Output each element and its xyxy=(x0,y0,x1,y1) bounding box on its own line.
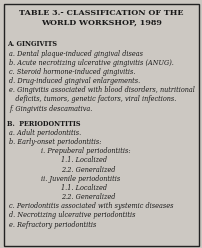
Text: A. GINGIVITS: A. GINGIVITS xyxy=(7,40,57,48)
Text: e. Gingivitis associated with blood disorders, nutritional: e. Gingivitis associated with blood diso… xyxy=(9,86,194,94)
Text: b. Acute necrotizing ulcerative gingivitis (ANUG).: b. Acute necrotizing ulcerative gingivit… xyxy=(9,59,173,67)
Text: a. Adult periodontitis.: a. Adult periodontitis. xyxy=(9,129,81,137)
Text: deficits, tumors, genetic factors, viral infections.: deficits, tumors, genetic factors, viral… xyxy=(9,95,176,103)
Text: a. Dental plaque-induced gingival diseas: a. Dental plaque-induced gingival diseas xyxy=(9,50,142,58)
Text: c. Periodontitis associated with systemic diseases: c. Periodontitis associated with systemi… xyxy=(9,202,173,210)
Text: ii. Juvenile periodontitis: ii. Juvenile periodontitis xyxy=(40,175,119,183)
FancyBboxPatch shape xyxy=(4,4,198,246)
Text: 1.1. Localized: 1.1. Localized xyxy=(61,184,106,192)
Text: TABLE 3.- CLASSIFICATION OF THE
WORLD WORKSHOP, 1989: TABLE 3.- CLASSIFICATION OF THE WORLD WO… xyxy=(19,9,183,27)
Text: f. Gingivitis descamativa.: f. Gingivitis descamativa. xyxy=(9,105,92,113)
Text: 1.1. Localized: 1.1. Localized xyxy=(61,156,106,164)
Text: c. Steroid hormone-induced gingivitis.: c. Steroid hormone-induced gingivitis. xyxy=(9,68,135,76)
Text: b. Early-onset periodontitis:: b. Early-onset periodontitis: xyxy=(9,138,101,146)
Text: 2.2. Generalized: 2.2. Generalized xyxy=(61,193,115,201)
Text: d. Drug-induced gingival enlargements.: d. Drug-induced gingival enlargements. xyxy=(9,77,140,85)
Text: i. Prepuberal periodontitis:: i. Prepuberal periodontitis: xyxy=(40,147,130,155)
Text: d. Necrotizing ulcerative periodontitis: d. Necrotizing ulcerative periodontitis xyxy=(9,212,135,219)
Text: B.  PERIODONTITIS: B. PERIODONTITIS xyxy=(7,120,80,128)
Text: 2.2. Generalized: 2.2. Generalized xyxy=(61,166,115,174)
Text: e. Refractory periodontitis: e. Refractory periodontitis xyxy=(9,221,96,229)
